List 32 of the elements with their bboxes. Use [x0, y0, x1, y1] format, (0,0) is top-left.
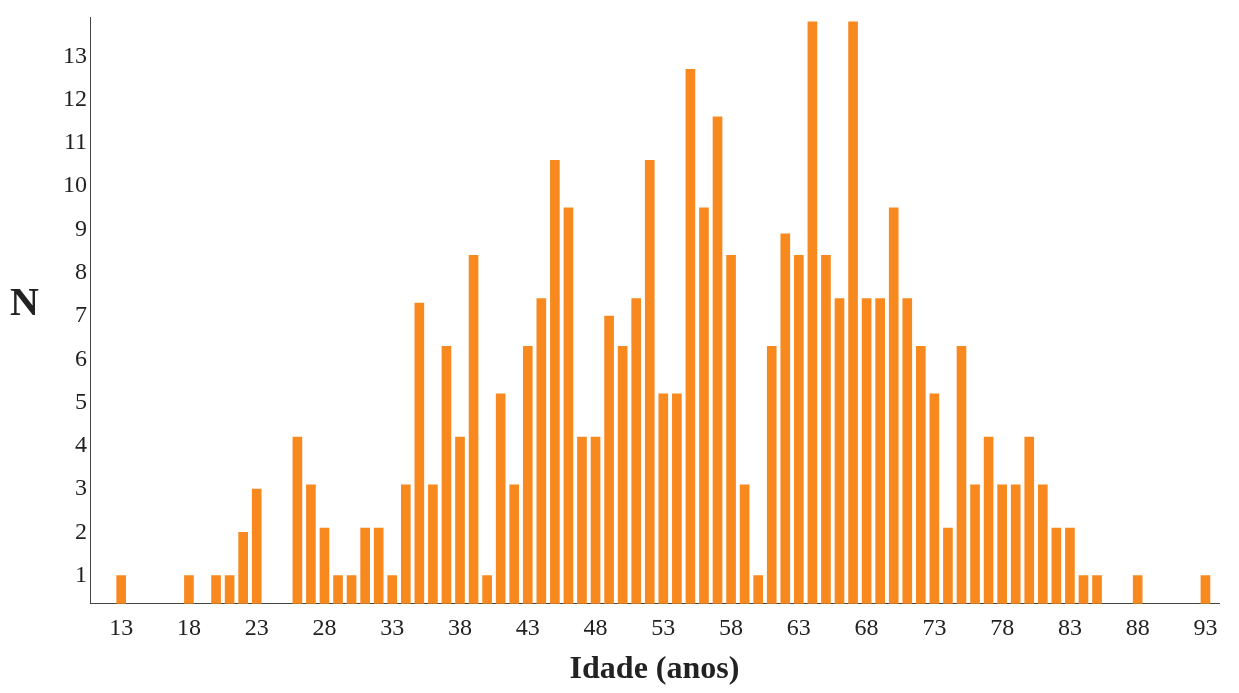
y-tick-label: 13	[63, 41, 87, 68]
x-tick-label: 18	[176, 614, 201, 641]
x-tick-label: 13	[109, 614, 134, 641]
x-axis-title: Idade (anos)	[569, 649, 740, 686]
x-tick-label: 78	[990, 614, 1015, 641]
x-tick-label: 28	[312, 614, 337, 641]
y-tick-label: 3	[75, 474, 87, 501]
y-tick-label: 7	[75, 301, 87, 328]
y-tick-label: 4	[75, 431, 87, 458]
y-axis-title: N	[10, 278, 39, 325]
x-tick-label: 23	[244, 614, 269, 641]
x-tick-label: 68	[854, 614, 879, 641]
x-tick-label: 43	[515, 614, 540, 641]
x-tick-label: 73	[922, 614, 947, 641]
y-tick-label: 11	[63, 128, 87, 155]
y-tick-label: 6	[75, 344, 87, 371]
y-tick-label: 10	[63, 171, 87, 198]
y-tick-label: 12	[63, 84, 87, 111]
x-tick-label: 63	[786, 614, 811, 641]
y-tick-label: 9	[75, 214, 87, 241]
y-tick-label: 2	[75, 517, 87, 544]
y-tick-label: 5	[75, 387, 87, 414]
x-tick-label: 83	[1057, 614, 1082, 641]
x-tick-label: 33	[380, 614, 405, 641]
y-tick-label: 8	[75, 258, 87, 285]
x-tick-label: 88	[1125, 614, 1150, 641]
x-tick-label: 93	[1193, 614, 1218, 641]
x-tick-label: 58	[719, 614, 744, 641]
x-tick-label: 38	[448, 614, 473, 641]
x-tick-label: 53	[651, 614, 676, 641]
x-tick-label: 48	[583, 614, 608, 641]
y-tick-label: 1	[75, 560, 87, 587]
